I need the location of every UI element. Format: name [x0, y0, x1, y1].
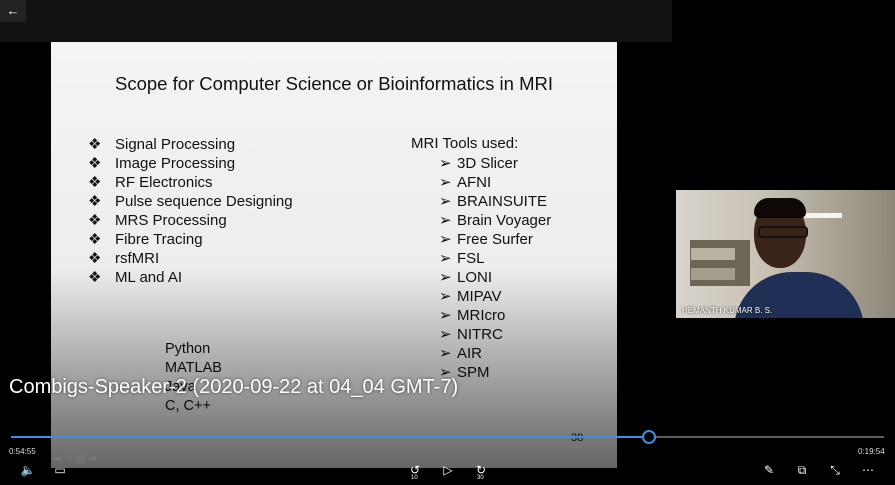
edit-button[interactable]: ✎ [760, 463, 778, 477]
video-title: Combigs-Speaker-2 (2020-09-22 at 04_04 G… [9, 376, 459, 398]
volume-button[interactable]: 🔈 [18, 463, 38, 477]
shelf-row [691, 268, 735, 280]
slide-title: Scope for Computer Science or Bioinforma… [114, 73, 553, 94]
slide-menu-icon: ▤ [75, 453, 88, 465]
list-item: ❖ Pulse sequence Designing [88, 192, 293, 211]
next-arrow-icon: ➡ [87, 453, 100, 465]
top-bar: ← [0, 0, 672, 42]
fullscreen-button[interactable]: ⤡ [826, 463, 844, 477]
list-item-label: Pulse sequence Designing [115, 193, 293, 210]
list-item-label: AFNI [457, 174, 492, 191]
list-item: ➢ FSL [439, 249, 551, 268]
list-item: ❖ Fibre Tracing [88, 230, 293, 249]
arrow-bullet-icon: ➢ [439, 174, 452, 191]
prev-arrow-icon: ⬅ [53, 453, 65, 465]
list-item: ❖ Image Processing [88, 154, 293, 173]
list-item: ❖ rsfMRI [88, 249, 293, 268]
play-button[interactable]: ▷ [440, 463, 456, 477]
back-button[interactable]: ← [0, 0, 26, 22]
tools-heading: MRI Tools used: [411, 135, 519, 152]
list-item: ❖ MRS Processing [88, 211, 293, 230]
list-item: ➢ BRAINSUITE [439, 192, 551, 211]
volume-icon: 🔈 [20, 463, 36, 477]
captions-button[interactable]: ▭ [51, 463, 69, 477]
arrow-bullet-icon: ➢ [439, 155, 452, 172]
arrow-bullet-icon: ➢ [439, 231, 452, 248]
scope-list: ❖ Signal Processing ❖ Image Processing ❖ RF E… [88, 135, 293, 287]
list-item-label: MRS Processing [115, 212, 227, 229]
skip-back-button[interactable]: ↺ 10 [405, 463, 425, 481]
bullet-icon: ❖ [88, 155, 102, 172]
list-item: ➢ Brain Voyager [439, 211, 551, 230]
list-item-label: FSL [457, 250, 485, 267]
arrow-bullet-icon: ➢ [439, 212, 452, 229]
current-time: 0:54:55 [9, 447, 36, 456]
bullet-icon: ❖ [88, 231, 102, 248]
list-item-label: 3D Slicer [457, 155, 518, 172]
speaker-name: HEMANTH KUMAR B. S. [682, 306, 773, 315]
slide-number: 38 [571, 432, 584, 444]
list-item: ➢ 3D Slicer [439, 154, 551, 173]
pen-icon: ✎ [64, 453, 76, 465]
list-item: ❖ Signal Processing [88, 135, 293, 154]
arrow-left-icon: ← [6, 3, 20, 18]
ceiling-light [804, 213, 842, 218]
slide-pen-tools: ⬅✎▤➡ [53, 452, 99, 465]
rewind-10-icon: ↺ [409, 463, 421, 477]
bullet-icon: ❖ [88, 174, 102, 191]
list-item-label: Fibre Tracing [115, 231, 203, 248]
list-item: ➢ Free Surfer [439, 230, 551, 249]
speaker-webcam: HEMANTH KUMAR B. S. [676, 190, 895, 318]
presentation-slide: Scope for Computer Science or Bioinforma… [51, 42, 617, 468]
play-icon: ▷ [443, 463, 453, 477]
arrow-bullet-icon: ➢ [439, 193, 452, 210]
duration: 0:19:54 [858, 447, 885, 456]
list-item-label: RF Electronics [115, 174, 213, 191]
more-button[interactable]: ⋯ [857, 463, 879, 477]
list-item-label: Free Surfer [457, 231, 533, 248]
speaker-hair [754, 198, 806, 218]
mini-view-button[interactable]: ⧉ [793, 463, 811, 477]
list-item: ➢ AFNI [439, 173, 551, 192]
captions-icon: ▭ [54, 463, 66, 477]
skip-forward-button[interactable]: ↻ 30 [471, 463, 491, 481]
arrow-bullet-icon: ➢ [439, 250, 452, 267]
forward-30-icon: ↻ [475, 463, 487, 477]
skip-forward-seconds: 30 [477, 475, 484, 481]
skip-back-seconds: 10 [411, 475, 418, 481]
list-item-label: Brain Voyager [457, 212, 552, 229]
more-icon: ⋯ [862, 463, 874, 477]
bullet-icon: ❖ [88, 250, 102, 267]
bullet-icon: ❖ [88, 136, 102, 153]
shelf-row [691, 248, 735, 260]
exit-fullscreen-icon: ⤡ [830, 463, 840, 477]
speaker-glasses [758, 226, 808, 238]
slide-overlay-gradient [51, 268, 617, 468]
list-item-label: BRAINSUITE [457, 193, 548, 210]
list-item-label: rsfMRI [115, 250, 160, 267]
mini-view-icon: ⧉ [797, 463, 807, 477]
bullet-icon: ❖ [88, 193, 102, 210]
bullet-icon: ❖ [88, 212, 102, 229]
seek-thumb[interactable] [642, 430, 657, 444]
seek-bar[interactable] [11, 436, 884, 438]
list-item-label: Image Processing [115, 155, 236, 172]
list-item-label: Signal Processing [115, 136, 236, 153]
list-item: ❖ RF Electronics [88, 173, 293, 192]
seek-progress [11, 436, 650, 438]
pencil-icon: ✎ [763, 463, 775, 477]
